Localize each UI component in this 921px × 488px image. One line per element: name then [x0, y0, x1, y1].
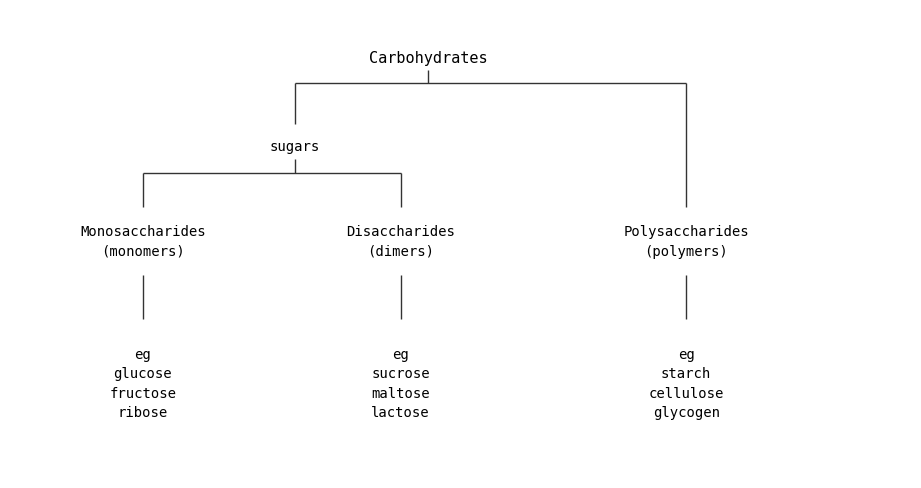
- Text: Monosaccharides
(monomers): Monosaccharides (monomers): [80, 225, 205, 258]
- Text: Carbohydrates: Carbohydrates: [369, 51, 487, 66]
- Text: Disaccharides
(dimers): Disaccharides (dimers): [346, 225, 455, 258]
- Text: eg
sucrose
maltose
lactose: eg sucrose maltose lactose: [371, 347, 430, 419]
- Text: sugars: sugars: [270, 140, 320, 153]
- Text: eg
starch
cellulose
glycogen: eg starch cellulose glycogen: [648, 347, 724, 419]
- Text: eg
glucose
fructose
ribose: eg glucose fructose ribose: [110, 347, 176, 419]
- Text: Polysaccharides
(polymers): Polysaccharides (polymers): [624, 225, 749, 258]
